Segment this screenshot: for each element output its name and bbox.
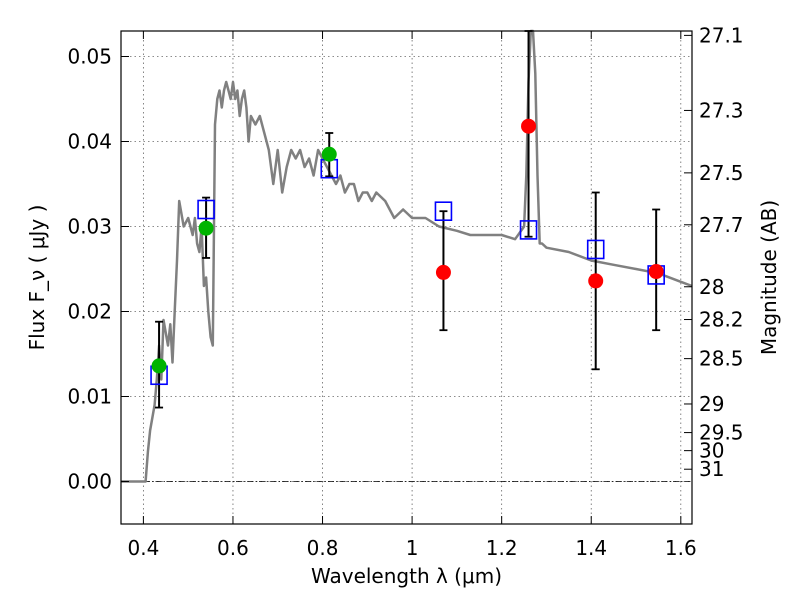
sed-model-layer — [121, 29, 693, 483]
y2-tick-label: 27.5 — [699, 161, 744, 185]
x-tick-label: 1 — [406, 536, 419, 560]
model-photometry-box — [519, 220, 538, 240]
y-tick-label: 0.01 — [67, 385, 112, 409]
y2-tick-label: 29 — [699, 392, 724, 416]
optical-detection-point — [321, 146, 337, 162]
y2-tick-label: 29.5 — [699, 421, 744, 445]
x-tick-label: 1.6 — [665, 536, 697, 560]
y2-tick-label: 30 — [699, 439, 724, 463]
y-tick-label: 0.02 — [67, 300, 112, 324]
plot-frame — [120, 30, 693, 525]
y2-tick-label: 27.7 — [699, 213, 744, 237]
sed-model-curve — [121, 29, 693, 483]
nir-detection-point — [521, 118, 537, 134]
model-photometry-box — [586, 239, 605, 260]
y2-axis-title: Magnitude (AB) — [757, 200, 781, 355]
y-tick-label: 0.04 — [67, 130, 112, 154]
detection-points-layer — [151, 118, 664, 374]
grid-layer — [121, 31, 692, 524]
nir-detection-point — [648, 264, 664, 280]
y2-tick-label: 27.3 — [699, 98, 744, 122]
optical-detection-point — [151, 358, 167, 374]
x-axis-title: Wavelength λ (μm) — [311, 564, 502, 588]
optical-detection-point — [198, 220, 214, 236]
model-photometry-box — [434, 201, 453, 221]
y2-tick-label: 31 — [699, 457, 724, 481]
y2-tick-label: 27.1 — [699, 23, 744, 47]
nir-detection-point — [435, 264, 451, 280]
y-tick-label: 0.05 — [67, 45, 112, 69]
x-tick-layer: 0.4 0.6 0.8 1 1.2 1.4 1.6 — [127, 31, 697, 560]
model-photometry-layer — [150, 158, 665, 386]
model-photometry-box — [197, 199, 215, 220]
y2-tick-label: 28.5 — [699, 347, 744, 371]
x-tick-label: 0.4 — [127, 536, 159, 560]
x-tick-label: 1.2 — [486, 536, 518, 560]
y2-tick-label: 28.2 — [699, 308, 744, 332]
x-tick-label: 0.8 — [307, 536, 339, 560]
y2-tick-label: 28 — [699, 275, 724, 299]
y-tick-label: 0.00 — [67, 470, 112, 494]
x-tick-label: 0.6 — [217, 536, 249, 560]
y-tick-label: 0.03 — [67, 215, 112, 239]
error-bar-layer — [155, 30, 661, 409]
y-axis-title: Flux F_ν ( μJy ) — [25, 205, 49, 351]
x-tick-label: 1.4 — [575, 536, 607, 560]
y-tick-layer: 0.00 0.01 0.02 0.03 0.04 0.05 — [67, 45, 129, 494]
nir-detection-point — [588, 273, 604, 289]
